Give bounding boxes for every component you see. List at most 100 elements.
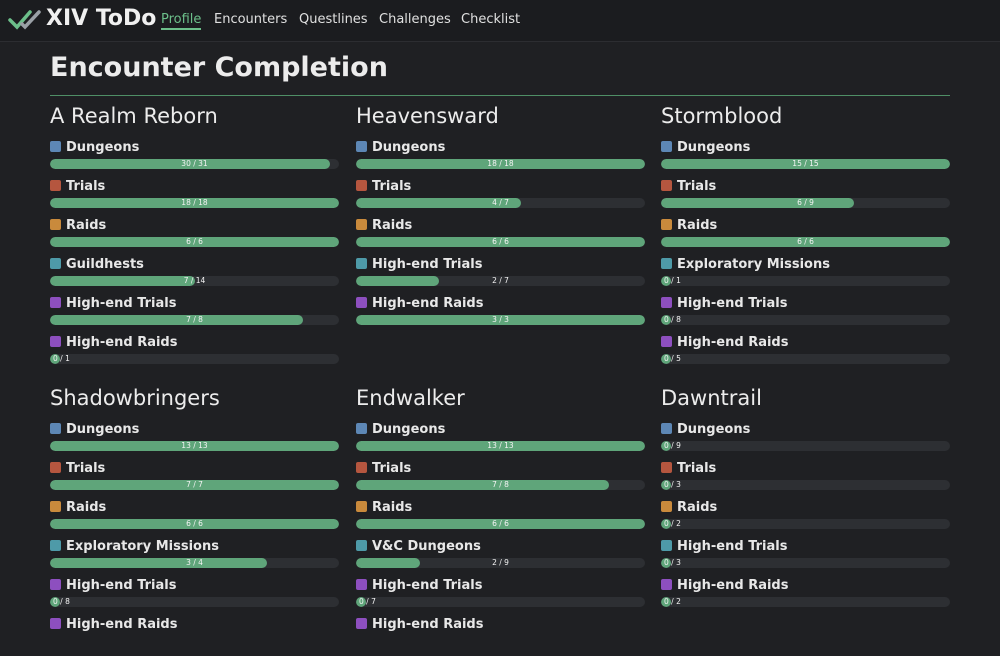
category-icon [356,501,367,512]
nav-link[interactable]: Questlines [299,12,368,27]
progress-fill [50,441,339,451]
progress-label: 0 / 5 [664,354,681,363]
progress-fill [661,198,854,208]
category-name: Dungeons [356,422,445,437]
expansion-title: Dawntrail [661,386,762,410]
progress-track: 6 / 6 [356,237,645,247]
category-icon [661,423,672,434]
category-label: Trials [372,461,412,476]
progress-fill [661,276,671,286]
nav-link[interactable]: Profile [161,12,202,30]
category-row: Raids 6 / 6 [356,500,645,539]
progress-track: 7 / 7 [50,480,339,490]
category-label: High-end Raids [677,578,789,593]
progress-fill [356,597,366,607]
progress-label: 0 / 9 [664,441,681,450]
category-icon [356,219,367,230]
category-name: Dungeons [50,422,139,437]
category-row: High-end Raids [50,617,339,656]
progress-fill [661,558,671,568]
category-label: Exploratory Missions [677,257,830,272]
page-title: Encounter Completion [50,52,388,83]
category-row: V&C Dungeons 2 / 9 [356,539,645,578]
category-label: Dungeons [677,140,751,155]
progress-fill [356,276,439,286]
category-label: Trials [372,179,412,194]
category-icon [50,141,61,152]
category-label: V&C Dungeons [372,539,481,554]
logo [8,10,41,30]
expansion-section: A Realm Reborn Dungeons 30 / 31 Trials 18 / … [50,104,339,364]
category-name: Raids [356,500,412,515]
category-name: Trials [50,461,105,476]
expansion-section: Heavensward Dungeons 18 / 18 Trials 4 / 7 Rai… [356,104,645,325]
category-row: Trials 4 / 7 [356,179,645,218]
category-name: High-end Trials [50,578,176,593]
progress-track: 0 / 3 [661,480,950,490]
progress-label: 18 / 18 [487,159,514,168]
progress-fill [50,276,195,286]
category-row: High-end Trials 0 / 3 [661,539,950,578]
progress-label: 7 / 8 [186,315,203,324]
category-label: Raids [677,500,718,515]
brand[interactable]: XIV ToDo [46,6,157,31]
category-row: High-end Raids 0 / 1 [50,335,339,374]
nav-link[interactable]: Challenges [379,12,451,27]
expansion-title: Heavensward [356,104,499,128]
progress-label: 0 / 7 [359,597,376,606]
category-icon [661,336,672,347]
category-label: Dungeons [66,422,140,437]
category-name: Raids [661,218,717,233]
category-label: High-end Trials [66,296,177,311]
category-row: Raids 6 / 6 [50,218,339,257]
category-icon [661,579,672,590]
category-name: Dungeons [50,140,139,155]
progress-fill [356,558,421,568]
progress-label: 7 / 8 [492,480,509,489]
progress-label: 4 / 7 [492,198,509,207]
progress-track: 0 / 3 [661,558,950,568]
category-icon [50,618,61,629]
nav-link[interactable]: Checklist [461,12,521,27]
category-label: Dungeons [372,422,446,437]
category-name: Exploratory Missions [50,539,219,554]
category-icon [50,297,61,308]
category-row: Trials 7 / 8 [356,461,645,500]
category-label: Trials [677,179,717,194]
progress-track: 0 / 8 [50,597,339,607]
category-icon [356,462,367,473]
progress-fill [661,480,671,490]
progress-label: 0 / 2 [664,597,681,606]
progress-label: 0 / 3 [664,480,681,489]
category-icon [661,258,672,269]
progress-track: 13 / 13 [50,441,339,451]
category-icon [50,501,61,512]
progress-fill [50,480,339,490]
category-name: Dungeons [661,422,750,437]
category-label: Raids [677,218,718,233]
category-icon [661,501,672,512]
progress-label: 0 / 2 [664,519,681,528]
category-row: Raids 6 / 6 [50,500,339,539]
category-label: High-end Raids [372,296,484,311]
category-name: Raids [356,218,412,233]
category-label: High-end Raids [66,335,178,350]
progress-track: 6 / 9 [661,198,950,208]
progress-label: 2 / 7 [492,276,509,285]
category-label: Exploratory Missions [66,539,219,554]
progress-label: 2 / 9 [492,558,509,567]
progress-track: 0 / 7 [356,597,645,607]
category-label: Dungeons [66,140,140,155]
category-icon [661,219,672,230]
progress-track: 0 / 2 [661,519,950,529]
progress-track: 3 / 3 [356,315,645,325]
progress-track: 15 / 15 [661,159,950,169]
category-name: High-end Raids [661,335,788,350]
progress-fill [356,441,645,451]
category-row: Dungeons 13 / 13 [356,422,645,461]
progress-track: 0 / 1 [50,354,339,364]
category-icon [50,219,61,230]
progress-fill [50,519,339,529]
progress-fill [661,315,671,325]
nav-link[interactable]: Encounters [214,12,288,27]
